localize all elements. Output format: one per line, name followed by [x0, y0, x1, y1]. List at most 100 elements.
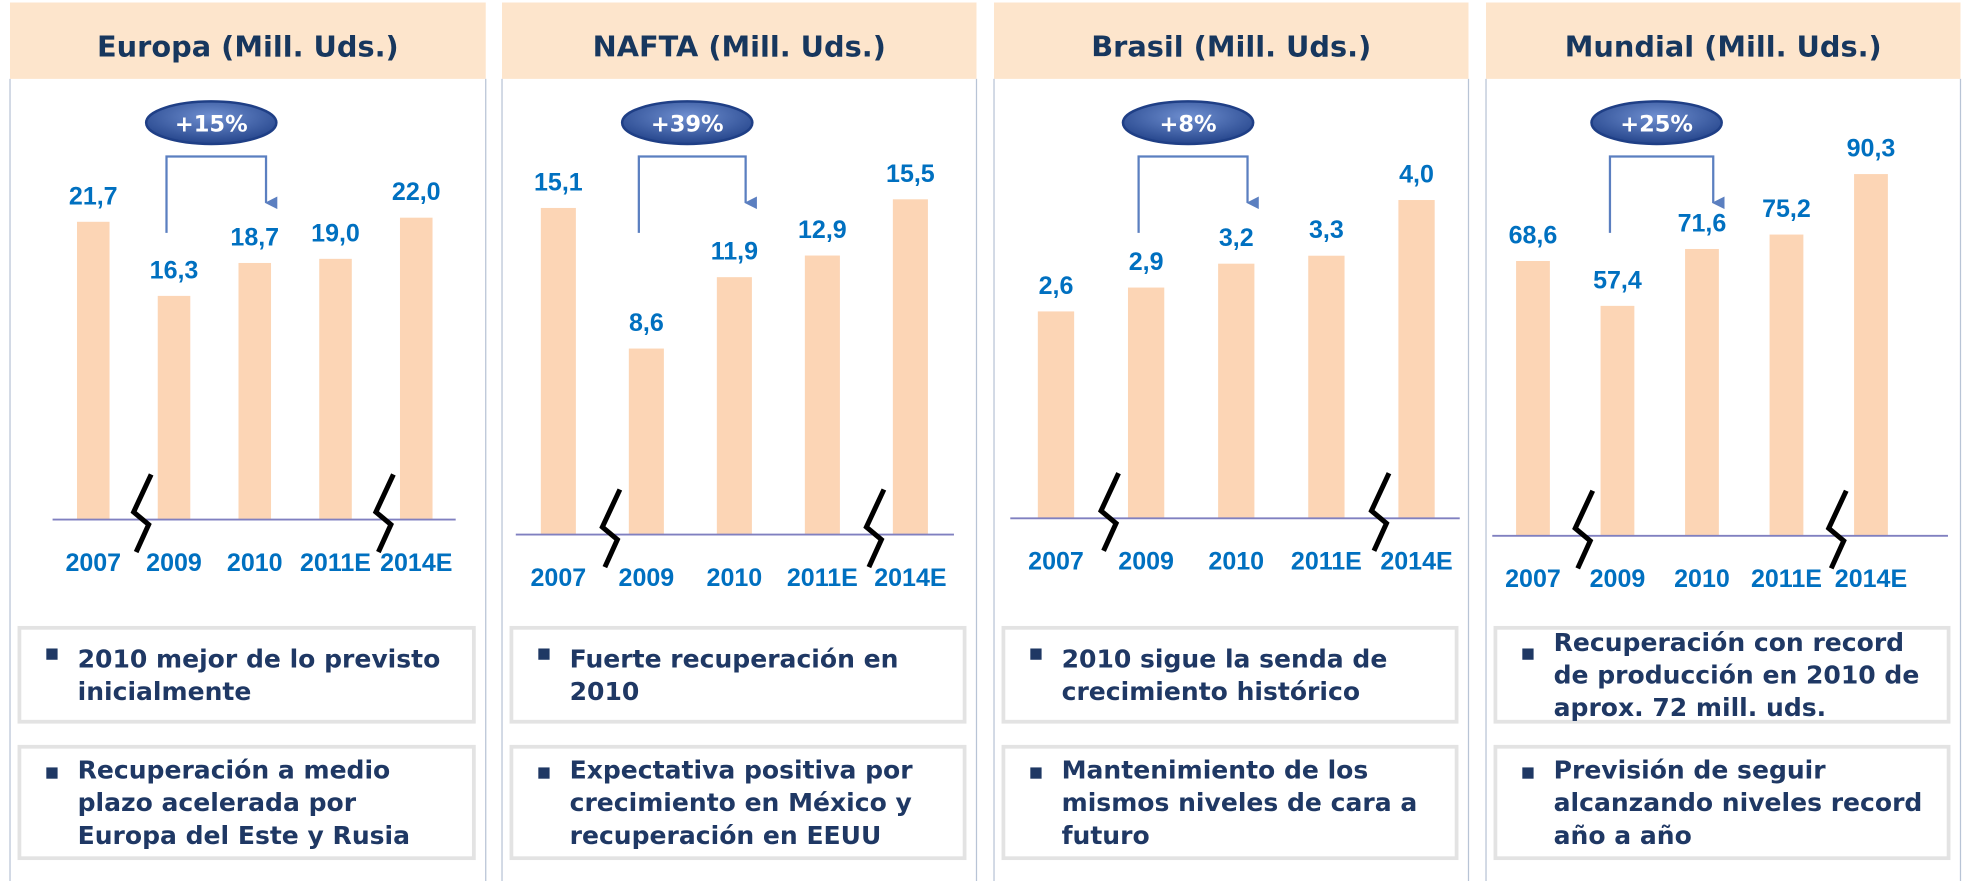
x-tick-label: 2009	[146, 549, 202, 577]
data-label: 15,5	[886, 160, 935, 188]
bar	[319, 258, 352, 520]
data-label: 21,7	[69, 182, 118, 210]
axis-break	[1825, 489, 1849, 570]
data-label: 2,6	[1039, 272, 1074, 300]
data-label: 57,4	[1593, 266, 1642, 294]
x-tick-label: 2009	[1590, 565, 1646, 593]
data-label: 18,7	[230, 223, 279, 251]
x-tick-label: 2014E	[1380, 548, 1452, 576]
panel-title: Brasil (Mill. Uds.)	[1091, 29, 1371, 63]
x-tick-label: 2010	[227, 549, 283, 577]
bullet	[1030, 767, 1042, 779]
axis-break	[1572, 489, 1596, 570]
x-tick-label: 2014E	[380, 549, 452, 577]
bar	[399, 217, 433, 520]
x-tick-label: 2011E	[787, 564, 858, 592]
bar	[157, 295, 191, 520]
note-box: 2010 sigue la senda de crecimiento histó…	[1001, 625, 1459, 724]
bar	[1854, 174, 1888, 536]
growth-arrow	[1608, 155, 1725, 233]
x-tick-label: 2011E	[1291, 548, 1362, 576]
data-label: 8,6	[629, 309, 664, 337]
note-text: Recuperación a medio plazo acelerada por…	[77, 754, 411, 851]
bar	[716, 277, 752, 535]
bar	[1218, 263, 1255, 519]
panel-header	[10, 2, 486, 79]
data-label: 2,9	[1129, 248, 1164, 276]
note-box: Mantenimiento de los mismos niveles de c…	[1001, 744, 1459, 861]
growth-label: +15%	[175, 111, 248, 137]
panel-header	[502, 2, 977, 79]
data-label: 75,2	[1762, 195, 1811, 223]
note-text: Previsión de seguir alcanzando niveles r…	[1553, 754, 1923, 851]
x-tick-label: 2011E	[1751, 565, 1822, 593]
bar	[1308, 255, 1345, 519]
note-text: Expectativa positiva por crecimiento en …	[569, 754, 913, 851]
bar	[1127, 287, 1165, 519]
bar	[892, 199, 928, 535]
bar	[628, 348, 664, 535]
bar	[540, 207, 576, 535]
data-label: 16,3	[150, 256, 199, 284]
note-text: Mantenimiento de los mismos niveles de c…	[1061, 754, 1418, 851]
panel-header	[1486, 2, 1961, 79]
growth-badge	[1590, 100, 1723, 146]
data-label: 3,3	[1309, 216, 1344, 244]
bar	[76, 221, 110, 520]
note-text: 2010 sigue la senda de crecimiento histó…	[1061, 643, 1388, 707]
bar	[1600, 305, 1635, 536]
note-box: Expectativa positiva por crecimiento en …	[509, 744, 967, 861]
bullet	[46, 767, 58, 779]
bar	[1516, 260, 1550, 536]
data-label: 11,9	[711, 238, 758, 266]
growth-arrow	[637, 155, 757, 233]
x-tick-label: 2009	[619, 564, 675, 592]
note-box: Fuerte recuperación en 2010	[509, 625, 967, 724]
data-label: 4,0	[1399, 161, 1434, 189]
note-box: Recuperación a medio plazo acelerada por…	[17, 744, 476, 861]
bar	[1398, 200, 1435, 519]
data-label: 19,0	[311, 219, 360, 247]
note-box: Recuperación con record de producción en…	[1493, 625, 1951, 724]
x-tick-label: 2007	[65, 549, 121, 577]
growth-badge	[144, 100, 278, 146]
bar	[1685, 248, 1719, 536]
x-tick-label: 2007	[1028, 548, 1084, 576]
bullet	[46, 648, 58, 660]
growth-label: +39%	[651, 111, 724, 137]
growth-badge	[620, 100, 754, 146]
growth-badge	[1121, 100, 1255, 146]
bar	[238, 262, 272, 520]
x-tick-label: 2011E	[300, 549, 371, 577]
data-label: 90,3	[1847, 135, 1896, 163]
x-tick-label: 2014E	[1835, 565, 1907, 593]
growth-label: +25%	[1620, 111, 1693, 137]
data-label: 71,6	[1678, 209, 1727, 237]
bar	[1037, 311, 1075, 519]
axis-break	[1368, 472, 1392, 552]
x-tick-label: 2007	[1505, 565, 1561, 593]
axis-break	[130, 473, 154, 554]
bullet	[538, 648, 550, 660]
axis-break	[863, 488, 887, 569]
panel-header	[994, 2, 1469, 79]
growth-arrow	[1137, 155, 1259, 233]
panel-title: Europa (Mill. Uds.)	[97, 29, 399, 63]
data-label: 22,0	[392, 178, 441, 206]
bullet	[1522, 767, 1534, 779]
data-label: 12,9	[798, 216, 847, 244]
note-text: Recuperación con record de producción en…	[1553, 627, 1920, 723]
growth-label: +8%	[1160, 111, 1217, 137]
note-text: 2010 mejor de lo previsto inicialmente	[77, 643, 441, 707]
bullet	[538, 767, 550, 779]
data-label: 3,2	[1219, 224, 1254, 252]
bullet	[1522, 648, 1534, 660]
x-tick-label: 2010	[1208, 548, 1264, 576]
axis-break	[599, 488, 623, 569]
panel-title: Mundial (Mill. Uds.)	[1565, 29, 1882, 63]
bar	[804, 255, 840, 535]
axis-break	[1097, 472, 1121, 552]
data-label: 15,1	[534, 168, 583, 196]
